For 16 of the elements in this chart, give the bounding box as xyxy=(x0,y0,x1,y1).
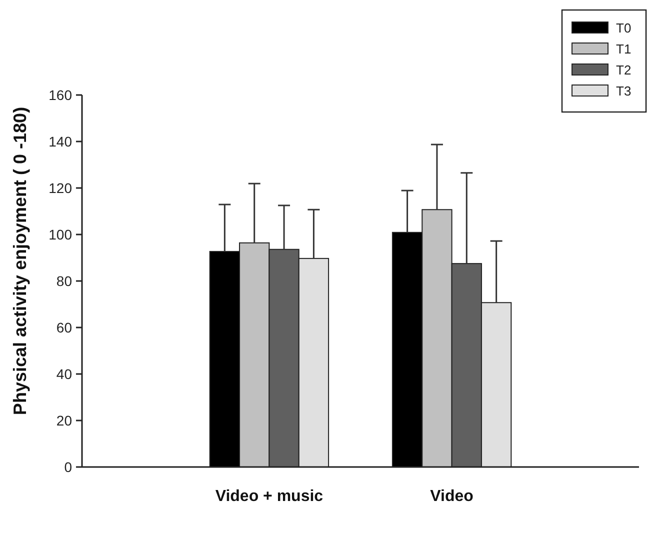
y-tick-label: 60 xyxy=(56,319,72,336)
y-tick-label: 20 xyxy=(56,412,72,428)
legend-label: T3 xyxy=(616,84,632,99)
y-tick-label: 0 xyxy=(64,458,72,475)
y-tick-label: 160 xyxy=(48,86,72,103)
legend-label: T0 xyxy=(616,20,632,36)
y-tick-label: 100 xyxy=(48,226,72,242)
y-tick-label: 40 xyxy=(56,366,72,382)
y-tick-label: 120 xyxy=(48,180,72,196)
x-tick-label: Video + music xyxy=(215,488,324,505)
x-tick-label: Video xyxy=(430,488,474,505)
y-tick-label: 140 xyxy=(48,133,72,150)
legend-label: T2 xyxy=(616,62,632,78)
legend-label: T1 xyxy=(616,42,632,57)
y-tick-label: 80 xyxy=(56,272,72,289)
y-axis-title: Physical activity enjoyment ( 0 -180) xyxy=(10,106,30,416)
